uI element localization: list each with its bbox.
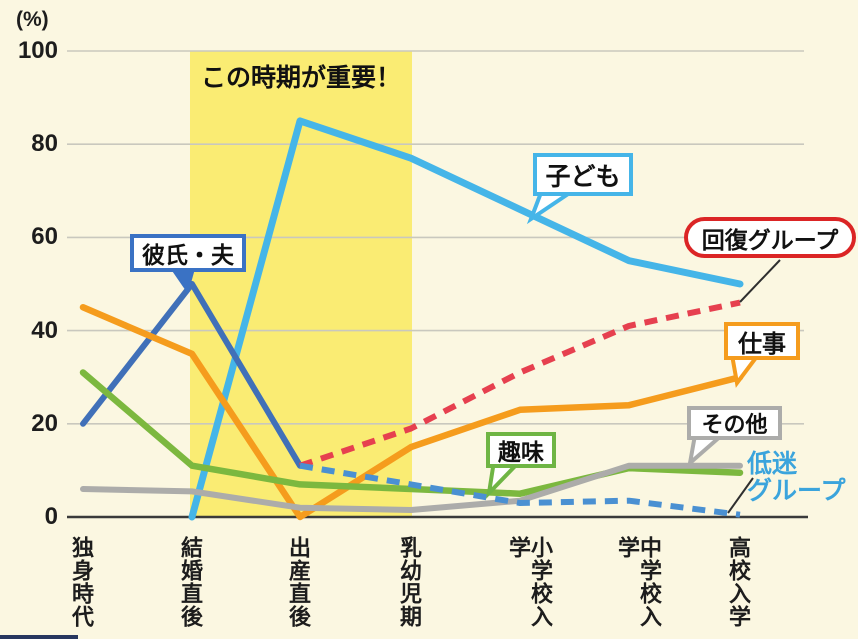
x-tick-label-7: 高校入学: [726, 536, 751, 628]
x-tick-label-1: 独身時代: [69, 536, 94, 628]
series-line-kaifuku: [299, 299, 741, 469]
legend-callout-recovery-group: 回復グループ: [684, 217, 856, 258]
y-tick-label-80: 80: [31, 130, 58, 158]
legend-callout-hobby: 趣味: [486, 432, 556, 468]
legend-label-hobby: 趣味: [498, 439, 544, 465]
x-tick-label-2: 結婚直後: [178, 536, 203, 628]
y-tick-label-0: 0: [44, 503, 58, 530]
x-tick-label-3: 出産直後: [286, 536, 311, 628]
y-tick-label-20: 20: [31, 409, 58, 437]
legend-callout-children: 子ども: [533, 153, 633, 196]
y-tick-label-60: 60: [31, 223, 58, 251]
legend-callout-work: 仕事: [724, 322, 800, 360]
legend-label-recovery-group: 回復グループ: [701, 226, 839, 253]
bottom-left-accent-bar: [0, 635, 78, 639]
legend-callout-other: その他: [687, 406, 782, 440]
x-tick-label-6: 中学校入学: [615, 536, 662, 628]
connector-recovery-group: [739, 259, 781, 303]
legend-callout-boyfriend-husband: 彼氏・夫: [130, 234, 246, 272]
series-line-kareshi: [80, 281, 303, 469]
x-tick-label-4: 乳幼児期: [397, 536, 422, 628]
x-tick-label-5: 小学校入学: [506, 536, 553, 628]
y-tick-label-40: 40: [31, 316, 58, 344]
y-axis-unit-label: (%): [16, 8, 49, 31]
series-line-kodomo: [188, 117, 744, 521]
series-line-teimei: [299, 462, 741, 518]
series-line-shigoto: [79, 304, 744, 521]
legend-label-slump-group: 低迷 グループ: [747, 451, 846, 505]
legend-label-children: 子ども: [545, 162, 621, 191]
series-line-sonota: [80, 462, 743, 513]
highlight-banner-label: この時期が重要！: [200, 64, 401, 92]
legend-label-work: 仕事: [738, 330, 786, 358]
legend-label-other: その他: [701, 412, 768, 437]
slump-group-label-line1: 低迷: [747, 450, 798, 478]
tail-boyfriend-husband: [168, 265, 196, 294]
slump-group-label-line2: グループ: [747, 477, 846, 505]
y-tick-label-100: 100: [17, 37, 58, 64]
legend-label-boyfriend-husband: 彼氏・夫: [142, 242, 234, 268]
connector-slump-group: [727, 477, 754, 514]
